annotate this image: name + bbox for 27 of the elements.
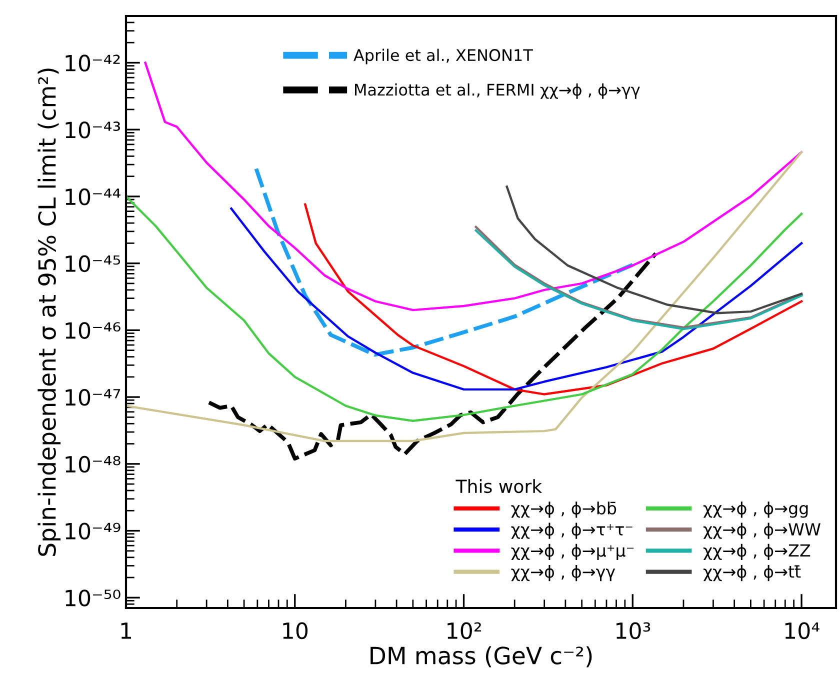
y-tick-label: 10⁻⁴⁹ — [66, 522, 120, 540]
y-axis-title: Spin-independent σ at 95% CL limit (cm²) — [38, 68, 61, 556]
x-tick-label: 10² — [448, 622, 481, 640]
legend-label: Mazziotta et al., FERMI χχ→ϕ , ϕ→γγ — [355, 83, 640, 99]
x-axis-title: DM mass (GeV c⁻²) — [370, 646, 592, 668]
legend-label: Aprile et al., XENON1T — [354, 48, 533, 64]
y-tick-label: 10⁻⁴⁸ — [66, 456, 120, 473]
y-tick-label: 10⁻⁴⁵ — [66, 255, 120, 272]
x-tick-label: 10⁴ — [785, 622, 820, 640]
y-tick-label: 10⁻⁴² — [66, 54, 120, 72]
legend-title: This work — [456, 479, 542, 494]
legend-label: χχ→ϕ , ϕ→gg — [703, 502, 808, 518]
y-tick-label: 10⁻⁴³ — [66, 122, 120, 138]
y-tick-label: 10⁻⁴⁶ — [66, 322, 120, 339]
y-tick-label: 10⁻⁴⁴ — [66, 188, 120, 206]
legend-label: χχ→ϕ , ϕ→tt̄ — [703, 565, 801, 582]
legend-label: χχ→ϕ , ϕ→bb̄ — [511, 502, 616, 518]
legend-label: χχ→ϕ , ϕ→WW — [703, 522, 820, 539]
y-tick-label: 10⁻⁴⁷ — [66, 389, 120, 406]
x-tick-label: 10 — [283, 622, 308, 640]
x-tick-label: 10³ — [616, 622, 650, 640]
legend-label: χχ→ϕ , ϕ→μ⁺μ⁻ — [511, 544, 634, 560]
y-tick-label: 10⁻⁵⁰ — [66, 590, 120, 606]
x-tick-label: 1 — [121, 622, 132, 639]
legend-label: χχ→ϕ , ϕ→τ⁺τ⁻ — [511, 522, 632, 539]
legend-label: χχ→ϕ , ϕ→γγ — [511, 565, 616, 582]
legend-label: χχ→ϕ , ϕ→ZZ — [703, 544, 810, 560]
